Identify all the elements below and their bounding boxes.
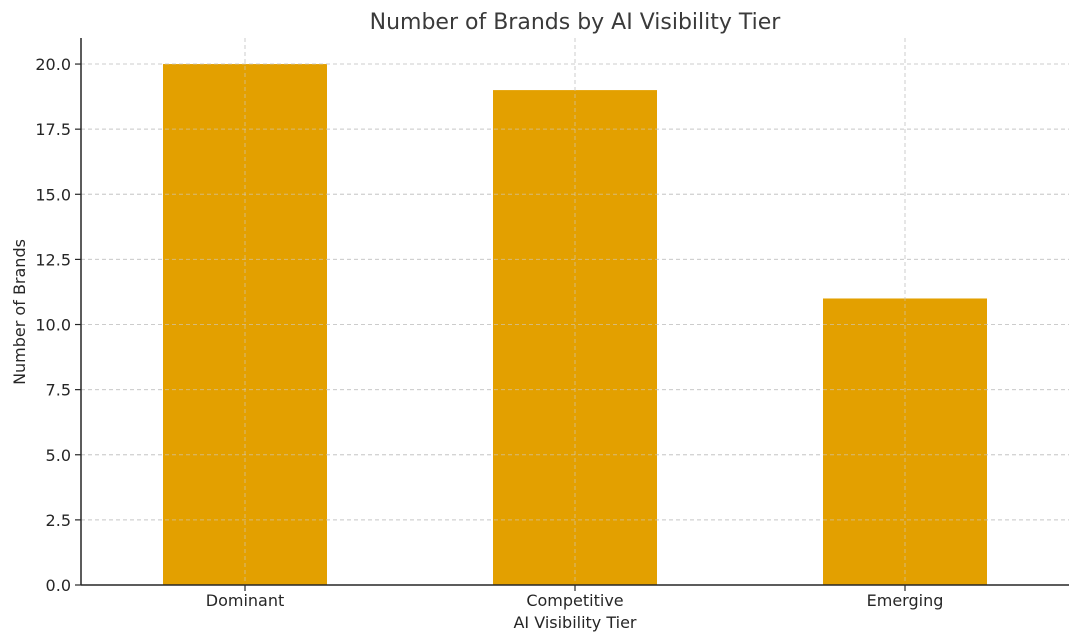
x-axis-ticks: Dominant Competitive Emerging bbox=[206, 585, 944, 610]
y-tick-label: 15.0 bbox=[35, 185, 71, 204]
x-tick-label: Emerging bbox=[867, 591, 944, 610]
y-tick-label: 0.0 bbox=[46, 576, 71, 595]
y-tick-label: 5.0 bbox=[46, 446, 71, 465]
x-tick-label: Dominant bbox=[206, 591, 285, 610]
y-tick-label: 7.5 bbox=[46, 381, 71, 400]
y-tick-label: 12.5 bbox=[35, 250, 71, 269]
y-tick-label: 20.0 bbox=[35, 55, 71, 74]
bars bbox=[81, 38, 1069, 586]
y-tick-label: 10.0 bbox=[35, 316, 71, 335]
y-axis-ticks: 0.0 2.5 5.0 7.5 10.0 12.5 15.0 17.5 20.0 bbox=[35, 55, 81, 595]
y-tick-label: 17.5 bbox=[35, 120, 71, 139]
chart-title: Number of Brands by AI Visibility Tier bbox=[370, 10, 782, 35]
x-axis-title: AI Visibility Tier bbox=[513, 613, 636, 632]
x-tick-label: Competitive bbox=[526, 591, 623, 610]
y-tick-label: 2.5 bbox=[46, 511, 71, 530]
y-axis-title: Number of Brands bbox=[10, 239, 29, 385]
